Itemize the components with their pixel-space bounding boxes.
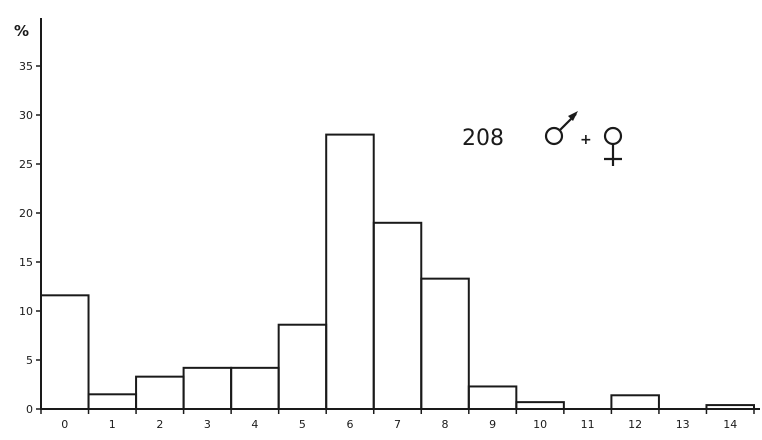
bar-9 [467,385,518,410]
female-symbol-icon [603,126,623,166]
axes [40,18,760,410]
bar-4 [230,366,280,410]
bar-10 [515,401,565,411]
x-tick-label-10: 10 [533,418,547,431]
plus-sign: + [580,132,592,148]
y-tick-label-30: 30 [19,109,33,122]
bar-6 [325,133,375,410]
bar-0 [40,294,90,411]
x-tick-label-13: 13 [676,418,690,431]
x-tick-label-14: 14 [723,418,737,431]
x-tick-label-1: 1 [109,418,116,431]
bar-12 [610,394,660,410]
y-tick-label-15: 15 [19,256,33,269]
x-tick-label-8: 8 [442,418,449,431]
x-tick-label-6: 6 [346,418,353,431]
x-tick-label-9: 9 [489,418,496,431]
bar-2 [135,375,185,411]
x-tick-label-7: 7 [394,418,401,431]
y-tick-label-5: 5 [26,354,33,367]
y-tick-label-20: 20 [19,207,33,220]
bar-7 [372,221,423,410]
bar-3 [182,366,233,410]
bar-1 [87,393,138,410]
bar-8 [420,277,470,410]
x-tick-label-4: 4 [251,418,258,431]
x-tick-label-12: 12 [628,418,642,431]
x-tick-label-0: 0 [61,418,68,431]
y-tick-label-0: 0 [26,403,33,416]
y-tick-label-25: 25 [19,158,33,171]
annotation: 208 + [462,111,623,166]
male-symbol-icon [544,111,578,146]
y-tick-label-10: 10 [19,305,33,318]
x-tick-label-11: 11 [581,418,595,431]
annotation-count: 208 [462,126,504,151]
bar-14 [705,404,755,410]
bar-5 [277,323,328,410]
x-tick-label-5: 5 [299,418,306,431]
x-tick-label-3: 3 [204,418,211,431]
x-tick-label-2: 2 [156,418,163,431]
bars-group [40,133,755,411]
y-tick-label-35: 35 [19,60,33,73]
y-axis-label: % [14,22,29,40]
